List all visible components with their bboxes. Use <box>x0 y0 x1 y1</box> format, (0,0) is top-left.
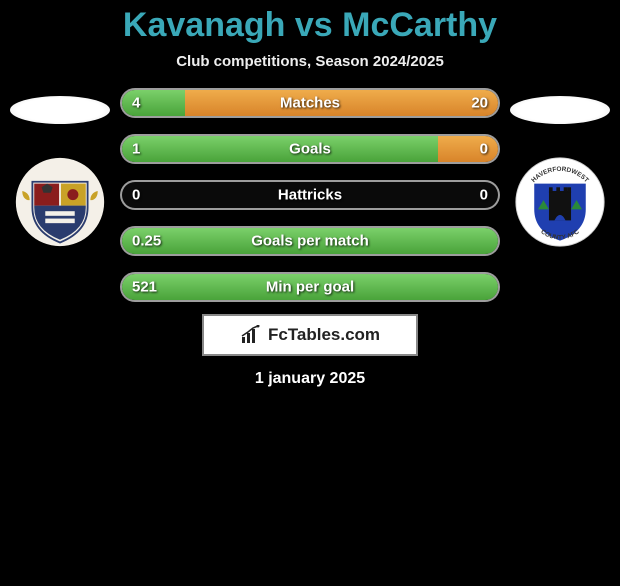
stat-row: Goals1 0 <box>120 134 500 164</box>
comparison-layout: Matches420Goals10Hattricks00Goals per ma… <box>0 88 620 302</box>
stats-bars: Matches420Goals10Hattricks00Goals per ma… <box>114 88 506 302</box>
stat-value-left: 0.25 <box>132 233 161 250</box>
left-club-crest <box>14 156 106 248</box>
stat-row: Matches4 20 <box>120 88 500 118</box>
stat-value-left: 0 <box>132 187 140 204</box>
left-player-avatar <box>10 96 110 124</box>
right-club-crest: HAVERFORDWEST COUNTY AFC <box>514 156 606 248</box>
subtitle: Club competitions, Season 2024/2025 <box>0 53 620 70</box>
left-side <box>6 88 114 302</box>
stat-label: Matches <box>122 95 498 112</box>
stat-label: Goals <box>122 141 498 158</box>
chart-icon <box>240 325 262 345</box>
stat-row: Goals per match0.25 <box>120 226 500 256</box>
stat-value-left: 4 <box>132 95 140 112</box>
stat-value-right: 0 <box>480 187 488 204</box>
stat-row: Hattricks0 0 <box>120 180 500 210</box>
stat-value-left: 1 <box>132 141 140 158</box>
right-player-avatar <box>510 96 610 124</box>
stat-label: Hattricks <box>122 187 498 204</box>
date-text: 1 january 2025 <box>0 370 620 388</box>
right-side: HAVERFORDWEST COUNTY AFC <box>506 88 614 302</box>
stat-value-left: 521 <box>132 279 157 296</box>
stat-label: Goals per match <box>122 233 498 250</box>
brand-text: FcTables.com <box>268 325 380 345</box>
stat-label: Min per goal <box>122 279 498 296</box>
brand-box: FcTables.com <box>202 314 418 356</box>
stat-value-right: 20 <box>471 95 488 112</box>
page-title: Kavanagh vs McCarthy <box>0 6 620 45</box>
stat-row: Min per goal521 <box>120 272 500 302</box>
stat-value-right: 0 <box>480 141 488 158</box>
